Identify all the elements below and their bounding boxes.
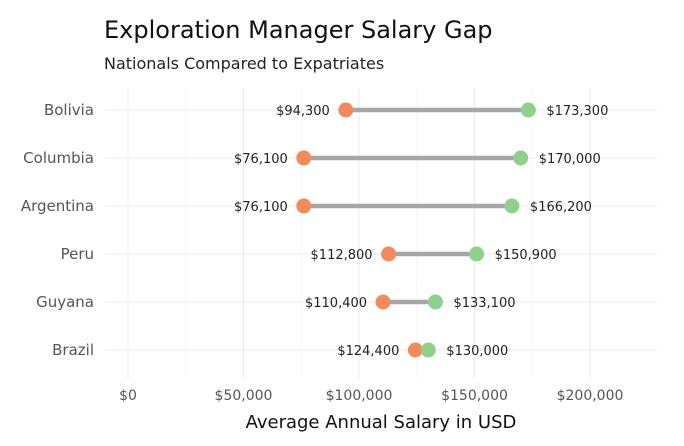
national-salary-label: $124,400 xyxy=(337,344,399,359)
category-label: Peru xyxy=(61,245,94,263)
x-tick-label: $0 xyxy=(119,388,137,404)
expatriate-salary-point xyxy=(427,294,443,310)
expatriate-salary-point xyxy=(469,246,485,262)
category-label: Guyana xyxy=(36,293,94,311)
category-label: Bolivia xyxy=(44,101,94,119)
national-salary-label: $94,300 xyxy=(276,104,330,119)
expatriate-salary-label: $130,000 xyxy=(446,344,508,359)
x-tick-label: $150,000 xyxy=(441,388,508,404)
points xyxy=(296,102,536,358)
national-salary-point xyxy=(407,342,423,358)
category-label: Argentina xyxy=(21,197,94,215)
x-tick-labels: $0 $50,000 $100,000 $150,000 $200,000 xyxy=(119,388,623,404)
expatriate-salary-point xyxy=(504,198,520,214)
national-salary-point xyxy=(375,294,391,310)
national-salary-label: $76,100 xyxy=(234,152,288,167)
national-salary-point xyxy=(338,102,354,118)
expatriate-salary-point xyxy=(513,150,529,166)
chart-subtitle: Nationals Compared to Expatriates xyxy=(104,54,384,73)
category-label: Brazil xyxy=(52,341,94,359)
expatriate-salary-point xyxy=(420,342,436,358)
category-labels: Bolivia Columbia Argentina Peru Guyana Brazil xyxy=(21,101,94,359)
grid xyxy=(105,88,657,378)
national-salary-label: $112,800 xyxy=(311,248,373,263)
x-tick-label: $100,000 xyxy=(326,388,393,404)
expatriate-salary-label: $133,100 xyxy=(453,296,515,311)
expatriate-salary-point xyxy=(520,102,536,118)
x-tick-label: $50,000 xyxy=(215,388,273,404)
x-axis-label: Average Annual Salary in USD xyxy=(246,412,517,433)
national-salary-point xyxy=(296,150,312,166)
expatriate-salary-label: $170,000 xyxy=(539,152,601,167)
x-tick-label: $200,000 xyxy=(557,388,624,404)
expatriate-salary-label: $150,900 xyxy=(495,248,557,263)
segments xyxy=(303,107,529,353)
national-salary-label: $76,100 xyxy=(234,200,288,215)
category-label: Columbia xyxy=(23,149,94,167)
expatriate-salary-label: $173,300 xyxy=(546,104,608,119)
national-salary-label: $110,400 xyxy=(305,296,367,311)
expatriate-salary-label: $166,200 xyxy=(530,200,592,215)
national-salary-point xyxy=(296,198,312,214)
national-salary-point xyxy=(381,246,397,262)
value-labels: $94,300 $173,300 $76,100 $170,000 $76,100 $16… xyxy=(234,104,608,359)
chart-title: Exploration Manager Salary Gap xyxy=(104,16,493,44)
